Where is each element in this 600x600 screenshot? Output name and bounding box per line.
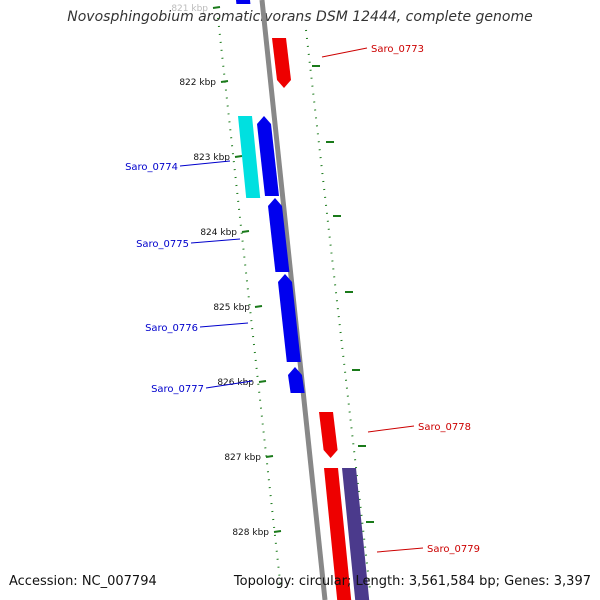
- kbp-tick-mark: [241, 230, 250, 233]
- gene-label-saro-0775[interactable]: Saro_0775: [136, 239, 189, 250]
- gene-label-saro-0778[interactable]: Saro_0778: [418, 422, 471, 433]
- cds-shape-saro-0779[interactable]: [342, 468, 370, 600]
- gene-leader-line: [367, 425, 415, 433]
- gene-label-saro-0776[interactable]: Saro_0776: [145, 323, 198, 334]
- gene-shape-partial[interactable]: [236, 0, 251, 4]
- kbp-tick-label: 824 kbp: [200, 228, 237, 238]
- gene-leader-line: [199, 322, 249, 328]
- gene-leader-line: [205, 380, 253, 389]
- gene-label-saro-0779[interactable]: Saro_0779: [427, 544, 480, 555]
- kbp-tick-label: 823 kbp: [193, 153, 230, 163]
- gene-shape-saro-0773[interactable]: [272, 38, 291, 88]
- gene-leader-line: [190, 238, 241, 244]
- accession-label: Accession: NC_007794: [9, 574, 157, 589]
- genome-title: Novosphingobium aromaticivorans DSM 1244…: [67, 9, 533, 25]
- kbp-tick-mark: [212, 6, 221, 9]
- kbp-tick-label: 827 kbp: [224, 453, 261, 463]
- kbp-tick-mark: [234, 155, 243, 158]
- kbp-tick-mark: [258, 380, 267, 383]
- genome-summary: Topology: circular; Length: 3,561,584 bp…: [233, 574, 591, 589]
- gene-shape-saro-0776[interactable]: [278, 274, 301, 362]
- gene-leader-line: [179, 160, 231, 167]
- gene-shape-saro-0775[interactable]: [268, 198, 290, 272]
- kbp-tick-label: 828 kbp: [232, 528, 269, 538]
- kbp-tick-mark: [265, 455, 274, 458]
- gene-leader-line: [321, 47, 368, 58]
- gene-shape-saro-0778[interactable]: [319, 412, 338, 458]
- cds-shape-saro-0774[interactable]: [238, 116, 261, 198]
- kbp-tick-mark: [273, 530, 282, 533]
- gene-shape-saro-0774[interactable]: [257, 116, 279, 196]
- kbp-tick-mark: [220, 80, 229, 83]
- gene-label-saro-0774[interactable]: Saro_0774: [125, 162, 178, 173]
- gene-label-saro-0777[interactable]: Saro_0777: [151, 384, 204, 395]
- gene-leader-line: [376, 547, 424, 553]
- gene-shape-saro-0777[interactable]: [288, 367, 305, 393]
- gene-shape-saro-0779[interactable]: [324, 468, 352, 600]
- kbp-tick-label: 821 kbp: [171, 4, 208, 14]
- kbp-tick-mark: [254, 305, 263, 308]
- gene-label-saro-0773[interactable]: Saro_0773: [371, 44, 424, 55]
- kbp-tick-label: 822 kbp: [179, 78, 216, 88]
- kbp-tick-label: 825 kbp: [213, 303, 250, 313]
